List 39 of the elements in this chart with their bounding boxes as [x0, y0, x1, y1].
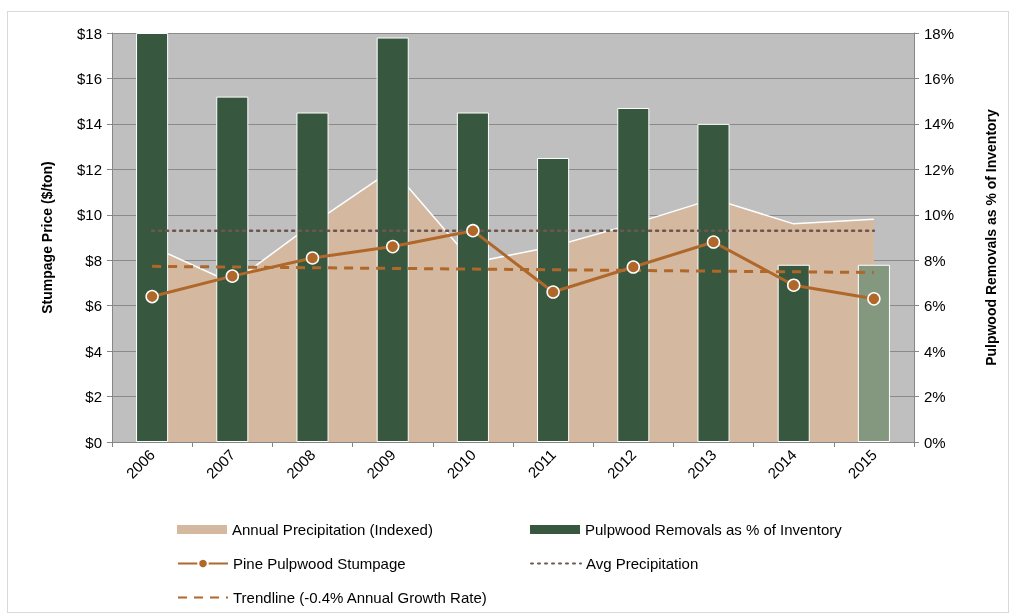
y2-tick-label: 10%	[924, 206, 955, 224]
y2-tick-label: 14%	[924, 115, 955, 133]
bar	[777, 264, 810, 442]
y2-axis-title: Pulpwood Removals as % of Inventory	[983, 108, 999, 366]
point	[145, 289, 159, 304]
point	[225, 269, 240, 283]
y-tick-label: $0	[85, 433, 102, 451]
y-tick-label: $4	[85, 342, 102, 360]
legend-label: Trendline (-0.4% Annual Growth Rate)	[233, 589, 487, 606]
y-axis-title: Stumpage Price ($/ton)	[39, 161, 55, 314]
y-tick-label: $6	[85, 297, 102, 315]
y2-tick-label: 6%	[924, 297, 946, 315]
y2-tick-label: 0%	[924, 433, 946, 451]
legend-label: Pulpwood Removals as % of Inventory	[585, 521, 843, 538]
legend-label: Avg Precipitation	[586, 555, 699, 572]
legend-label: Annual Precipitation (Indexed)	[232, 521, 433, 538]
y2-tick-label: 16%	[924, 69, 955, 87]
point	[867, 292, 881, 306]
point	[385, 239, 400, 254]
point	[305, 251, 320, 265]
y2-tick-label: 8%	[924, 251, 946, 269]
y2-tick-label: 12%	[924, 160, 955, 178]
point	[466, 223, 480, 238]
y2-tick-label: 18%	[924, 24, 955, 42]
legend-label: Pine Pulpwood Stumpage	[233, 555, 406, 572]
y-tick-label: $8	[85, 251, 102, 269]
y-tick-label: $12	[76, 160, 102, 178]
y-tick-label: $14	[76, 115, 102, 133]
point	[706, 235, 721, 249]
y2-tick-label: 2%	[924, 388, 946, 406]
y-tick-label: $16	[76, 69, 102, 87]
y-tick-label: $10	[76, 206, 102, 224]
y-tick-label: $2	[85, 388, 102, 406]
bar	[857, 264, 890, 442]
y2-tick-label: 4%	[924, 342, 946, 360]
point	[546, 285, 560, 299]
y-tick-label: $18	[76, 24, 102, 42]
point	[786, 278, 801, 292]
point	[626, 260, 641, 274]
